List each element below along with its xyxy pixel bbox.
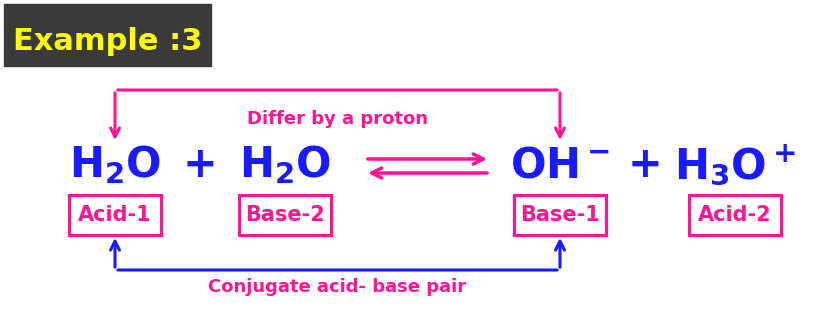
Text: +: + (183, 144, 217, 186)
Text: Acid-2: Acid-2 (699, 205, 772, 225)
FancyBboxPatch shape (239, 195, 331, 235)
Text: Acid-1: Acid-1 (78, 205, 152, 225)
Text: +: + (627, 144, 663, 186)
Text: $\mathdefault{H_3O^+}$: $\mathdefault{H_3O^+}$ (674, 142, 796, 188)
Text: $\mathdefault{OH^-}$: $\mathdefault{OH^-}$ (510, 144, 609, 186)
Text: $\mathdefault{H_2O}$: $\mathdefault{H_2O}$ (239, 144, 331, 186)
FancyBboxPatch shape (69, 195, 161, 235)
FancyBboxPatch shape (514, 195, 606, 235)
FancyBboxPatch shape (689, 195, 781, 235)
Text: $\mathdefault{H_2O}$: $\mathdefault{H_2O}$ (69, 144, 161, 186)
Text: Conjugate acid- base pair: Conjugate acid- base pair (208, 278, 467, 296)
Text: Differ by a proton: Differ by a proton (247, 110, 428, 128)
Text: Base-2: Base-2 (245, 205, 325, 225)
Text: Example :3: Example :3 (13, 27, 203, 57)
Text: Base-1: Base-1 (520, 205, 600, 225)
FancyBboxPatch shape (4, 4, 211, 66)
